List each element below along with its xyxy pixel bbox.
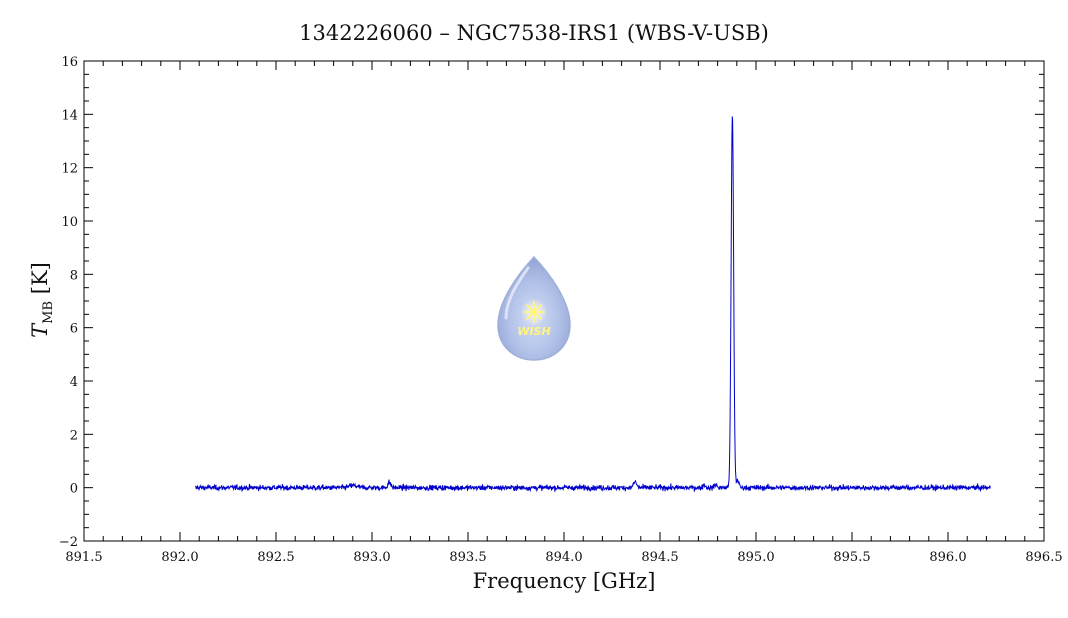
y-tick-label: 12 <box>61 162 78 177</box>
y-axis: −2 0 2 4 6 8 10 12 14 16 <box>59 55 1044 550</box>
y-tick-label: −2 <box>59 535 78 550</box>
x-tick-label: 893.5 <box>449 550 486 565</box>
chart-title: 1342226060 – NGC7538-IRS1 (WBS-V-USB) <box>299 21 769 45</box>
x-tick-label: 895.0 <box>737 550 774 565</box>
x-tick-label: 892.5 <box>257 550 294 565</box>
x-tick-label: 894.0 <box>545 550 582 565</box>
y-axis-title-unit: [K] <box>28 262 52 294</box>
logo-text: WISH <box>517 325 550 338</box>
wish-logo: WISH <box>497 255 571 361</box>
x-tick-label: 892.0 <box>161 550 198 565</box>
y-axis-title-subscript: MB <box>41 301 56 324</box>
y-tick-label: 4 <box>70 375 78 390</box>
x-tick-label: 895.5 <box>833 550 870 565</box>
y-tick-label: 14 <box>61 108 78 123</box>
x-tick-label: 893.0 <box>353 550 390 565</box>
x-tick-label: 894.5 <box>641 550 678 565</box>
series-line <box>194 116 991 493</box>
y-tick-label: 6 <box>70 322 78 337</box>
y-tick-label: 2 <box>70 428 78 443</box>
y-axis-title: TMB [K] <box>28 262 56 338</box>
x-tick-label: 896.5 <box>1025 550 1062 565</box>
y-tick-label: 16 <box>61 55 78 70</box>
x-axis: 891.5 892.0 892.5 893.0 893.5 894.0 894.5 895.0… <box>65 61 1063 565</box>
x-tick-label: 891.5 <box>65 550 102 565</box>
star-icon <box>523 301 545 323</box>
y-tick-label: 8 <box>70 268 78 283</box>
y-tick-label: 10 <box>61 215 78 230</box>
x-axis-title: Frequency [GHz] <box>473 569 656 593</box>
y-axis-title-symbol: T <box>28 322 52 338</box>
svg-text:TMB [K]: TMB [K] <box>28 262 56 338</box>
y-tick-label: 0 <box>70 482 78 497</box>
x-tick-label: 896.0 <box>929 550 966 565</box>
